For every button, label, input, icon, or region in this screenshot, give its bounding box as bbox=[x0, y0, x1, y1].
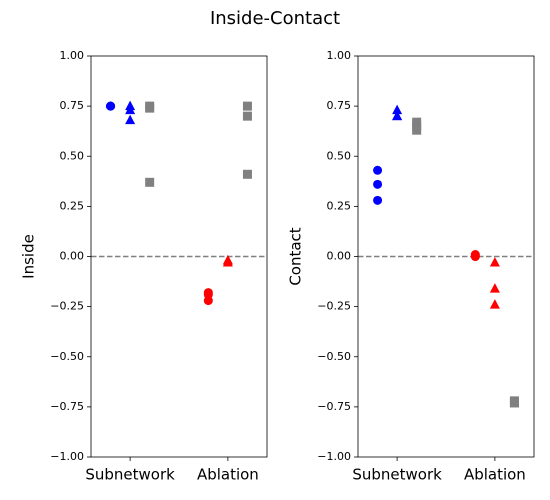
point bbox=[242, 111, 252, 121]
point bbox=[145, 103, 155, 113]
point bbox=[373, 165, 383, 175]
axes-frame bbox=[90, 55, 268, 458]
y-tick-label: 0.50 bbox=[60, 149, 85, 162]
y-axis-label: Contact bbox=[287, 227, 305, 285]
point bbox=[222, 257, 233, 267]
y-tick-label: 1.00 bbox=[327, 49, 352, 62]
figure-title: Inside-Contact bbox=[210, 8, 340, 29]
y-tick-label: 0.50 bbox=[327, 149, 352, 162]
y-axis-label: Inside bbox=[20, 234, 38, 279]
y-tick-label: −0.50 bbox=[50, 350, 84, 363]
point bbox=[373, 179, 383, 189]
y-tick-label: 0.25 bbox=[327, 199, 352, 212]
y-tick-label: −0.50 bbox=[317, 350, 351, 363]
y-tick-label: 0.00 bbox=[327, 250, 352, 263]
x-tick-label: Ablation bbox=[197, 466, 259, 484]
y-tick-label: 0.75 bbox=[327, 99, 352, 112]
y-tick-label: −0.25 bbox=[317, 300, 351, 313]
point bbox=[489, 299, 500, 309]
point bbox=[489, 257, 500, 267]
y-tick-label: 0.75 bbox=[60, 99, 85, 112]
point bbox=[470, 249, 480, 259]
point bbox=[242, 101, 252, 111]
x-tick-label: Ablation bbox=[464, 466, 526, 484]
point bbox=[392, 104, 403, 115]
point bbox=[203, 296, 213, 306]
point bbox=[392, 110, 403, 121]
point bbox=[489, 283, 500, 293]
point bbox=[125, 114, 136, 125]
point bbox=[242, 169, 252, 179]
y-tick-label: 1.00 bbox=[60, 49, 85, 62]
point bbox=[412, 125, 422, 135]
y-tick-label: −1.00 bbox=[317, 450, 351, 463]
y-tick-label: −1.00 bbox=[50, 450, 84, 463]
y-tick-label: −0.25 bbox=[50, 300, 84, 313]
point bbox=[509, 396, 519, 406]
y-tick-label: 0.25 bbox=[60, 199, 85, 212]
point bbox=[125, 104, 136, 115]
x-tick-label: Subnetwork bbox=[85, 466, 175, 484]
y-tick-label: 0.00 bbox=[60, 250, 85, 263]
point bbox=[145, 177, 155, 187]
point bbox=[106, 101, 116, 111]
y-tick-label: −0.75 bbox=[317, 400, 351, 413]
axes-frame bbox=[357, 55, 535, 458]
y-tick-label: −0.75 bbox=[50, 400, 84, 413]
x-tick-label: Subnetwork bbox=[352, 466, 442, 484]
point bbox=[373, 195, 383, 205]
